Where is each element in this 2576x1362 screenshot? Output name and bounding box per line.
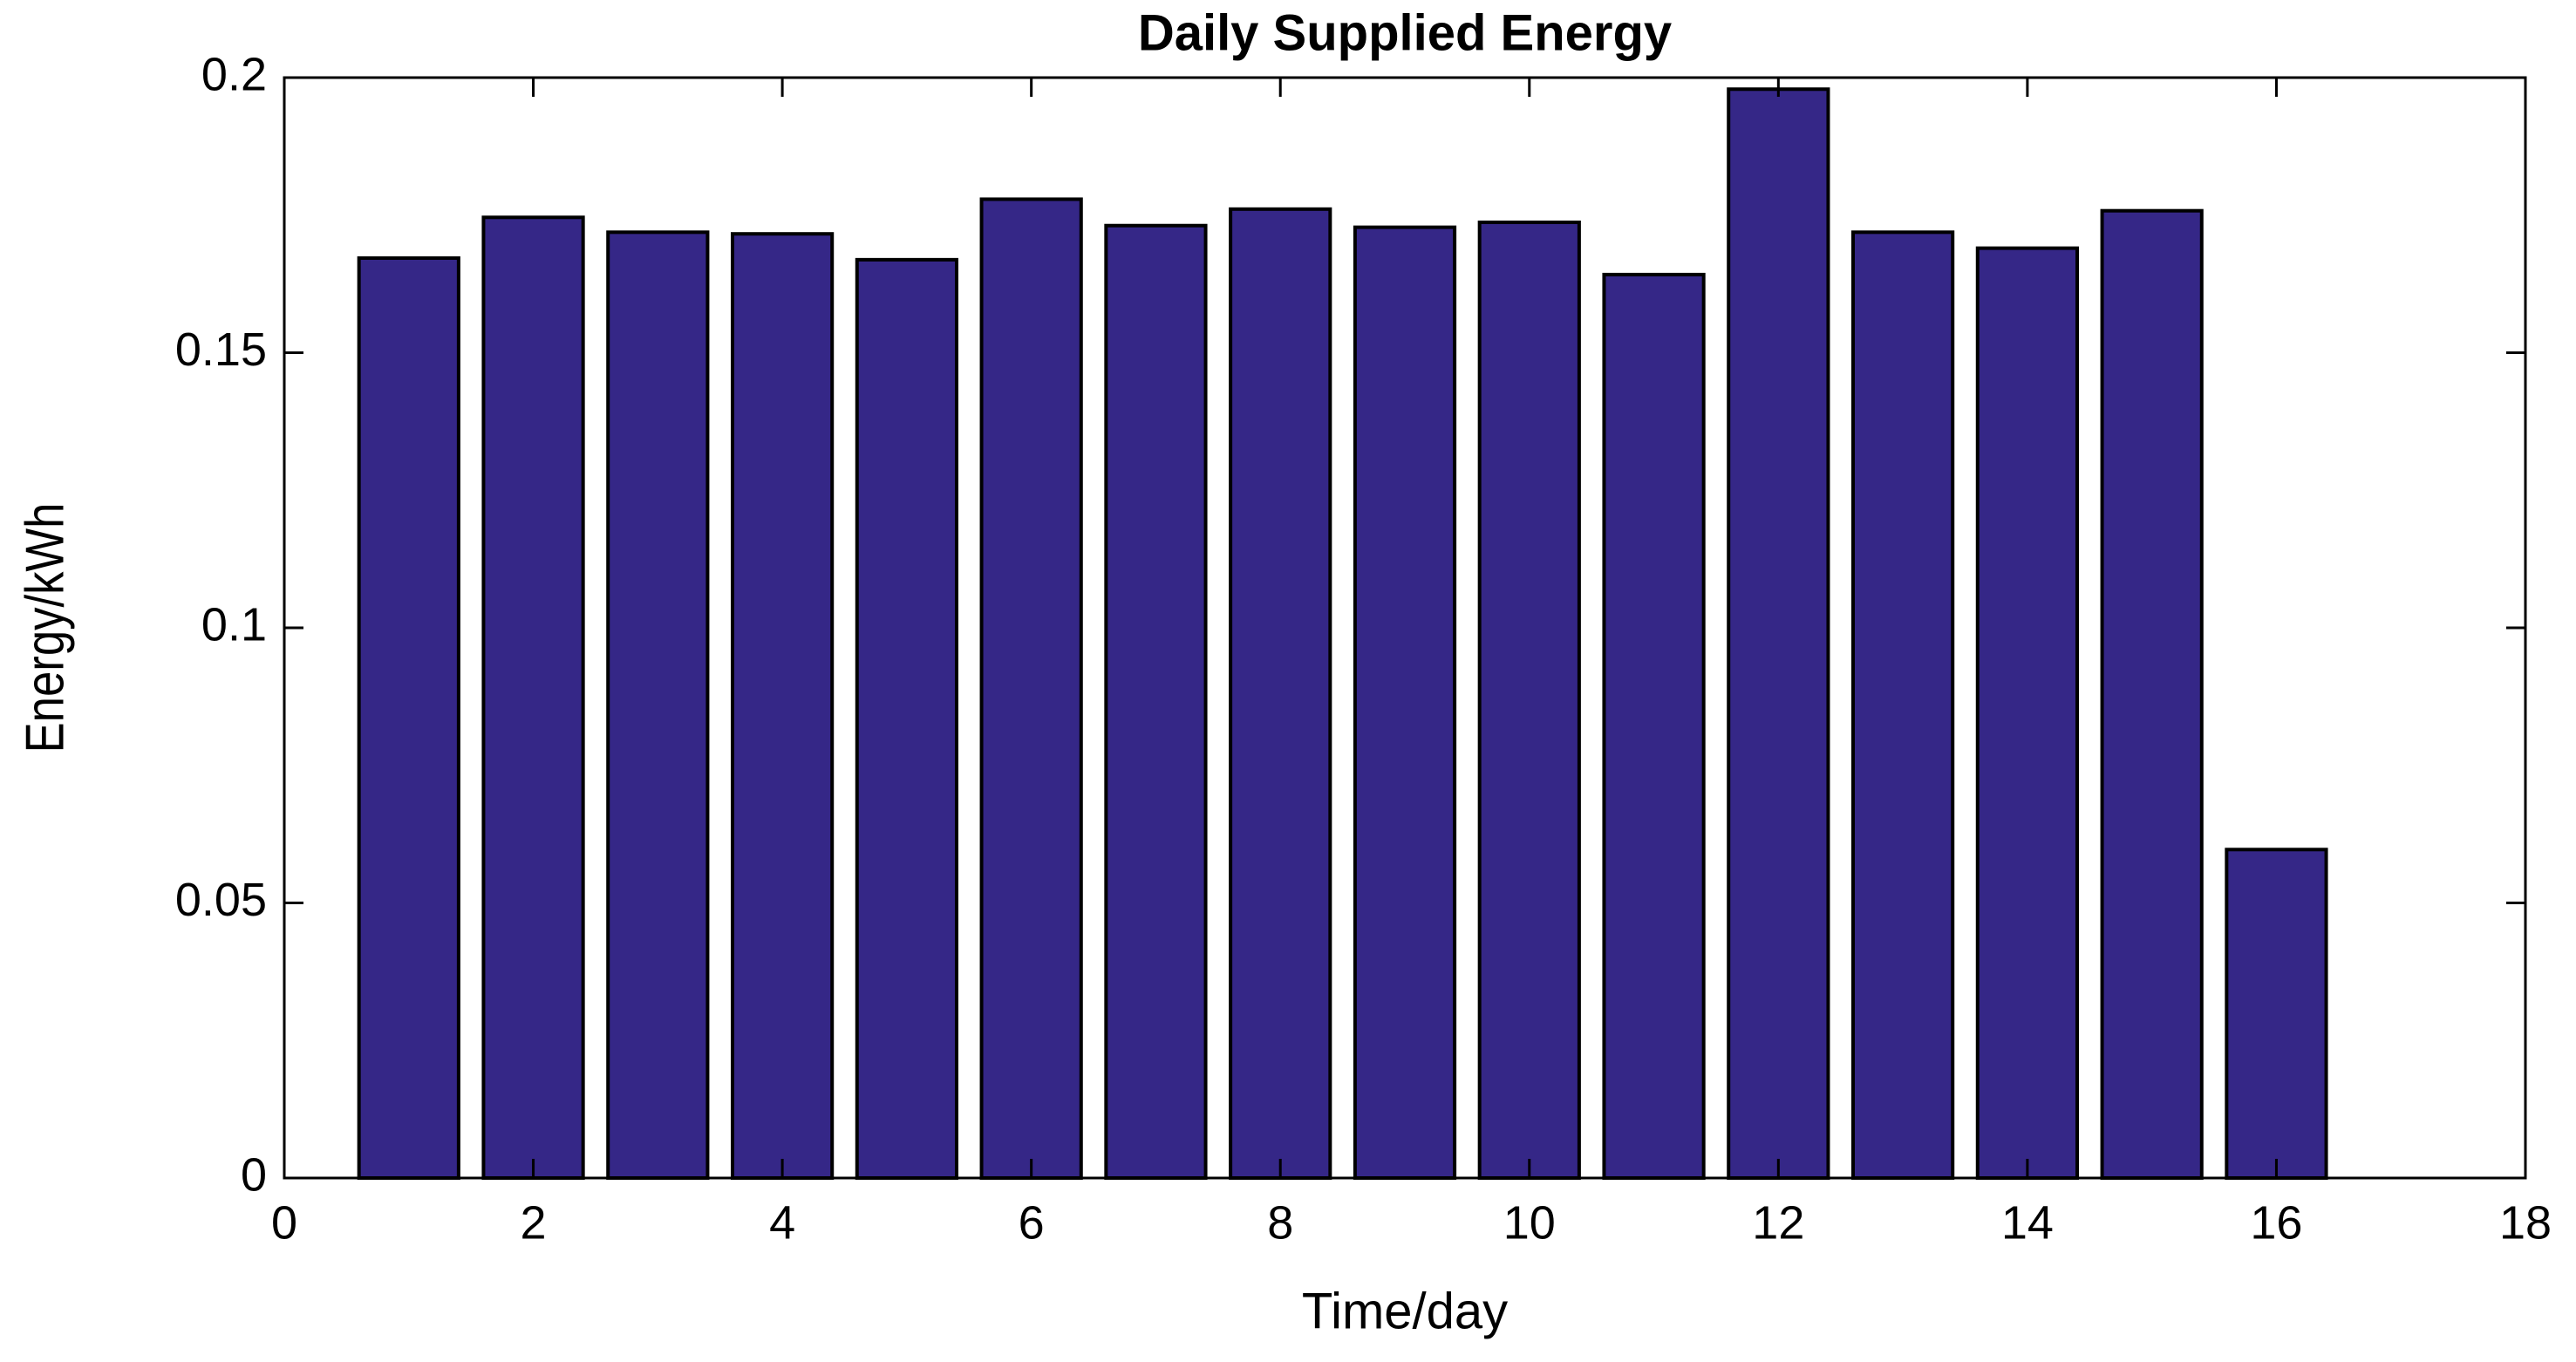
bar [731,232,835,1181]
bar [1104,223,1208,1180]
bar [1602,272,1706,1181]
bar [1477,220,1581,1180]
bar [1851,230,1955,1180]
x-tick-label: 2 [521,1196,547,1249]
bar [1975,246,2080,1180]
x-tick-label: 10 [1503,1196,1556,1249]
x-tick-label: 8 [1267,1196,1293,1249]
y-tick-label: 0.15 [175,323,267,376]
y-tick-label: 0.05 [175,874,267,926]
bar [2100,208,2204,1180]
bar [1727,87,1830,1181]
bar [1353,225,1457,1181]
x-tick-label: 6 [1019,1196,1045,1249]
x-tick-label: 14 [2001,1196,2054,1249]
x-tick-label: 12 [1752,1196,1804,1249]
x-tick-label: 18 [2499,1196,2552,1249]
y-tick-label: 0.2 [201,48,267,100]
x-tick-label: 4 [769,1196,795,1249]
bar [2225,848,2328,1181]
bar [979,197,1083,1180]
bar [855,257,958,1181]
bar [1229,207,1332,1181]
chart-title: Daily Supplied Energy [1138,4,1672,61]
bar [606,230,710,1180]
y-axis-label: Energy/kWh [15,503,75,753]
x-tick-label: 0 [271,1196,297,1249]
y-tick-label: 0.1 [201,598,267,650]
x-axis-label: Time/day [1302,1283,1508,1339]
x-tick-label: 16 [2250,1196,2302,1249]
bar [357,255,460,1180]
bar [481,215,585,1180]
y-tick-label: 0 [241,1148,267,1201]
